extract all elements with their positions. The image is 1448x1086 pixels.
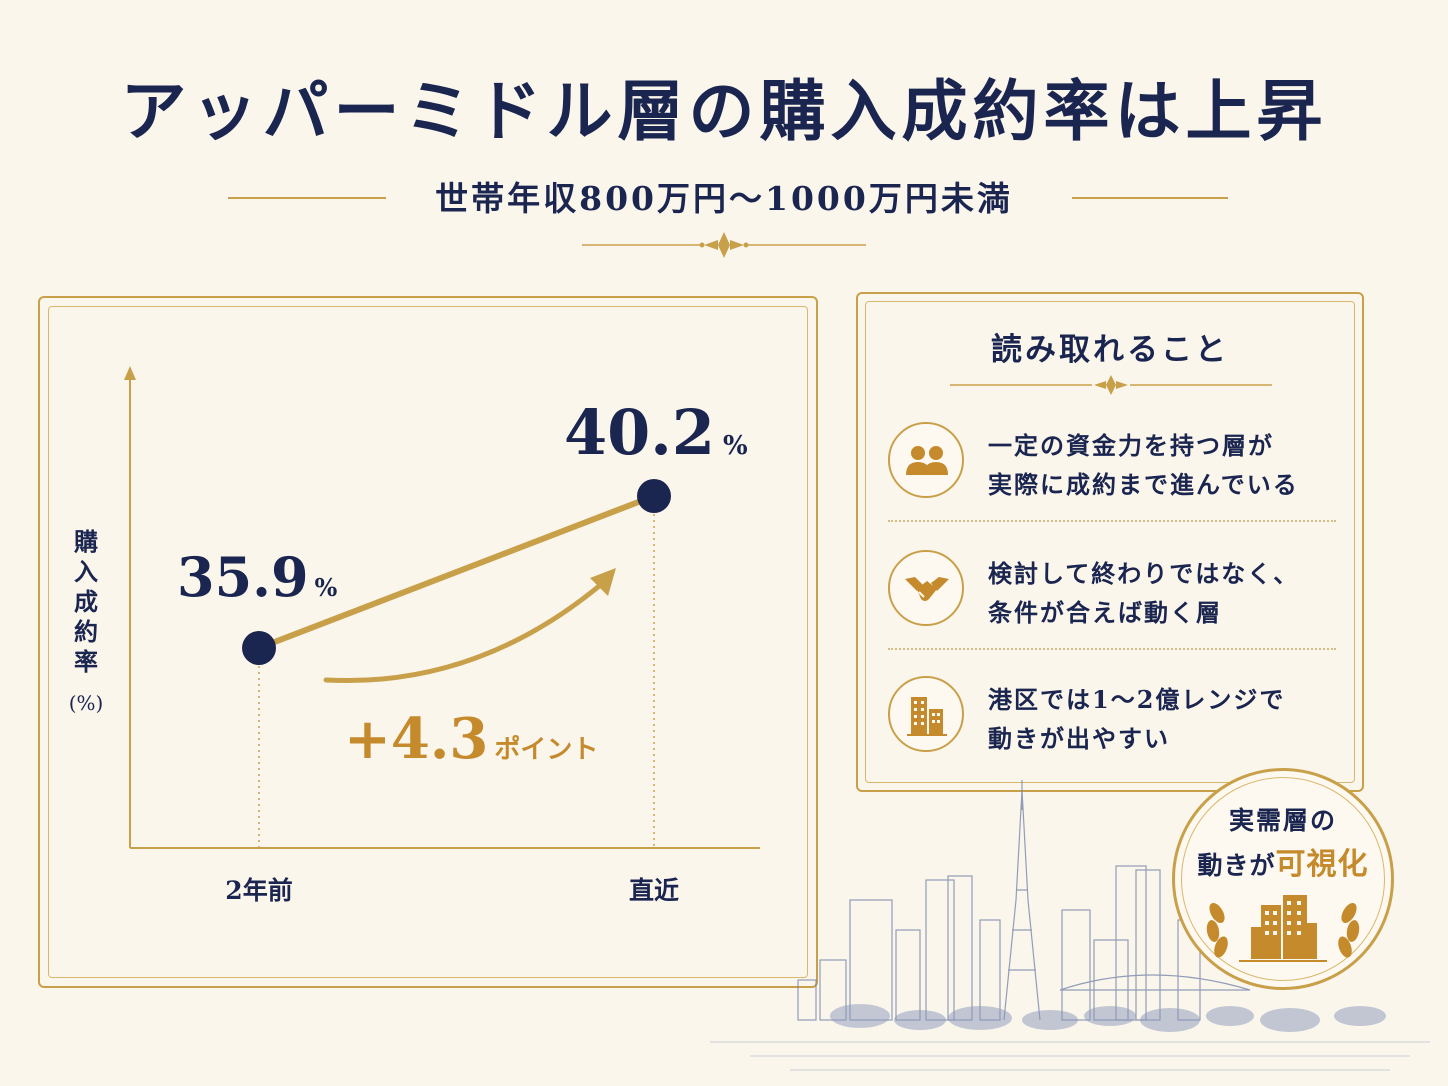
page-title: アッパーミドル層の購入成約率は上昇 [120, 72, 1328, 150]
increase-annotation: +4.3 ポイント [344, 706, 598, 772]
x-tick-label: 2年前 [225, 876, 292, 905]
subtitle-rule-left [228, 197, 386, 199]
insight-text-3: 港区では1～2億レンジで 動きが出やすい [988, 680, 1348, 758]
badge-line1: 実需層の [1228, 806, 1337, 835]
y-axis-label: 購 入 成 約 率 (%) [69, 527, 104, 715]
series-line [256, 493, 657, 651]
chart: 購 入 成 約 率 (%) 35.9% 40.2% +4.3 ポイント 2年前 直… [69, 366, 760, 905]
svg-text:率: 率 [74, 647, 98, 676]
data-point-2yrs-ago [242, 631, 276, 665]
svg-text:成: 成 [74, 587, 98, 616]
y-axis-arrow [124, 366, 136, 380]
insight-divider [888, 648, 1336, 650]
badge-inner-border [1181, 777, 1385, 981]
insight-text-2: 検討して終わりではなく、 条件が合えば動く層 [988, 554, 1348, 632]
laurel-buildings-icon [1206, 895, 1360, 962]
svg-text:入: 入 [74, 557, 98, 586]
insight-text-1: 一定の資金力を持つ層が 実際に成約まで進んでいる [988, 426, 1348, 504]
badge-highlight: 可視化 [1275, 847, 1369, 882]
badge-line2-prefix: 動きが [1197, 851, 1276, 880]
insight-2-line2: 条件が合えば動く層 [988, 598, 1222, 627]
highlight-badge: 実需層の 動きが可視化 [1172, 768, 1394, 990]
badge-line2: 動きが可視化 [1175, 839, 1391, 883]
subtitle: 世帯年収800万円～1000万円未満 [435, 179, 1013, 218]
chart-panel-inner-border [48, 306, 808, 978]
city-skyline-illustration [710, 780, 1430, 1071]
insight-3-line2: 動きが出やすい [988, 724, 1170, 753]
handshake-icon [888, 550, 964, 626]
data-point-recent [637, 479, 671, 513]
insight-2-line1: 検討して終わりではなく、 [988, 559, 1300, 588]
insight-1-line1: 一定の資金力を持つ層が [988, 431, 1274, 460]
insight-divider [888, 520, 1336, 522]
svg-text:約: 約 [74, 617, 98, 646]
insight-3-line1: 港区では1～2億レンジで [988, 685, 1286, 714]
data-label-2yrs-ago: 35.9% [177, 545, 338, 609]
building-icon [888, 676, 964, 752]
increase-arrow-head [590, 568, 616, 596]
insight-item-2: 検討して終わりではなく、 条件が合えば動く層 [888, 546, 1338, 636]
subtitle-wrap: 世帯年収800万円～1000万円未満 [0, 172, 1448, 220]
insight-item-1: 一定の資金力を持つ層が 実際に成約まで進んでいる [888, 418, 1338, 508]
insights-panel: 読み取れること 一定の資金力を持つ層が 実際に成約まで進んでいる [856, 292, 1364, 792]
header-ornament [582, 232, 866, 258]
people-icon [888, 422, 964, 498]
x-tick-label: 直近 [629, 876, 679, 905]
insights-title: 読み取れること [991, 332, 1229, 368]
chart-panel [38, 296, 818, 988]
subtitle-rule-right [1072, 197, 1228, 199]
svg-text:(%): (%) [69, 691, 104, 715]
increase-arrow [323, 579, 607, 684]
insight-1-line2: 実際に成約まで進んでいる [988, 470, 1299, 499]
svg-text:購: 購 [74, 527, 98, 556]
insights-panel-inner-border [865, 301, 1355, 783]
data-label-recent: 40.2% [564, 396, 748, 469]
insights-ornament [950, 375, 1272, 395]
insight-item-3: 港区では1～2億レンジで 動きが出やすい [888, 672, 1338, 762]
